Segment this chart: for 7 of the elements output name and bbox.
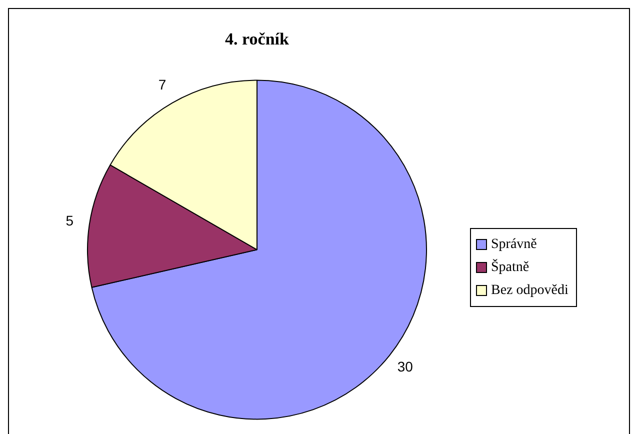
data-label: 5	[66, 212, 74, 228]
chart-title: 4. ročník	[225, 30, 290, 49]
legend-label: Bez odpovědi	[490, 282, 568, 300]
data-label: 7	[158, 76, 166, 92]
legend-label: Správně	[490, 236, 538, 254]
data-label: 30	[397, 358, 414, 375]
legend-label: Špatně	[490, 258, 530, 276]
